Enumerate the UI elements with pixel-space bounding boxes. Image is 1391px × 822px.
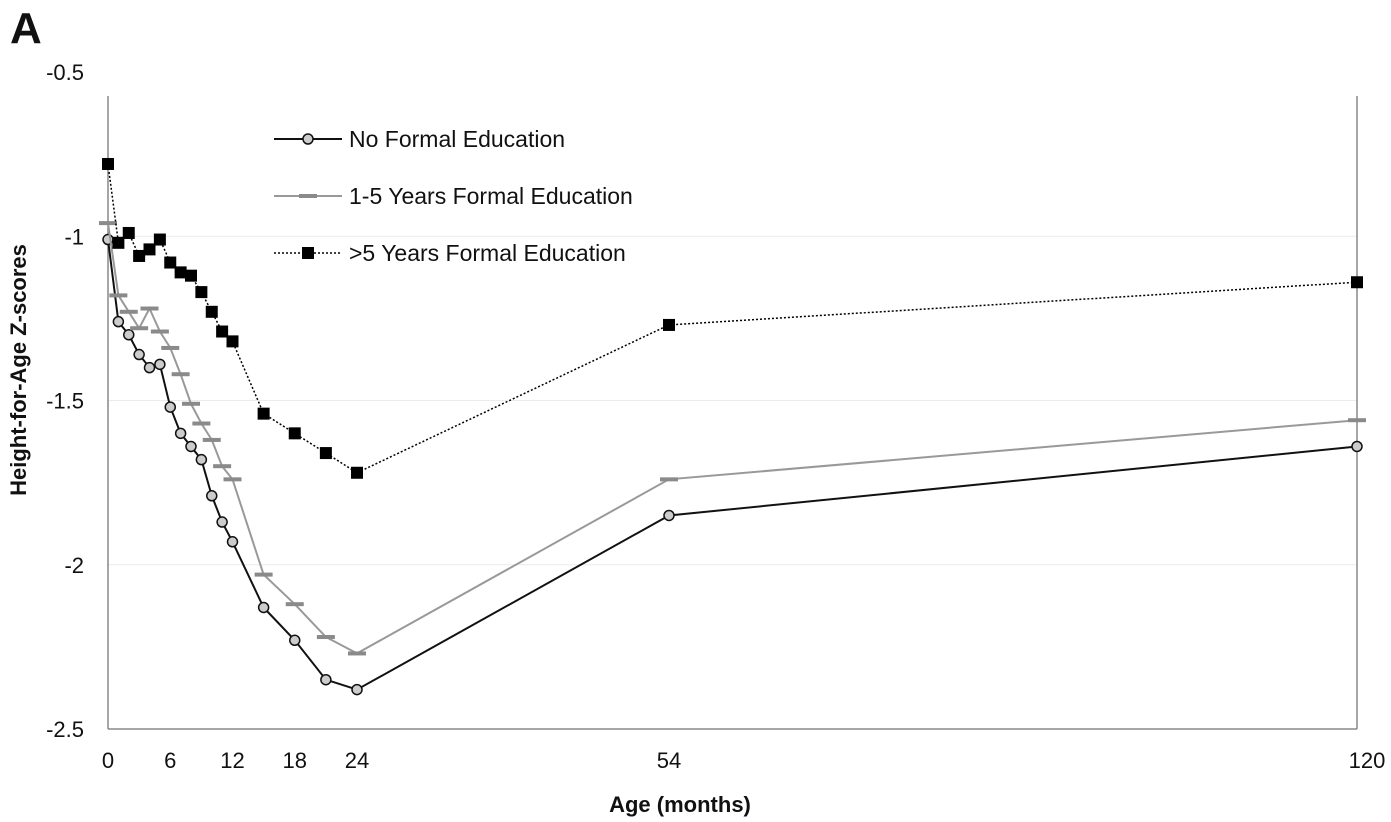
data-point <box>112 315 125 328</box>
data-point <box>123 329 135 341</box>
data-point <box>161 345 180 350</box>
data-point <box>153 233 166 246</box>
data-point <box>102 157 114 170</box>
data-point <box>185 269 197 282</box>
x-tick-label: 24 <box>345 748 369 773</box>
x-tick-label: 6 <box>164 748 176 773</box>
y-tick-label: -2 <box>64 553 84 578</box>
x-tick-label: 12 <box>220 748 244 773</box>
data-point <box>285 602 304 607</box>
panel-label: A <box>10 4 42 53</box>
series-layer <box>99 157 1366 696</box>
series-2 <box>99 221 1366 656</box>
x-tick-label: 120 <box>1349 748 1386 773</box>
data-point <box>223 477 242 482</box>
x-axis-title: Age (months) <box>609 792 751 817</box>
data-point <box>174 427 187 440</box>
data-point <box>663 318 675 331</box>
data-point <box>1351 440 1363 453</box>
data-point <box>133 348 145 361</box>
data-point <box>1351 276 1363 289</box>
data-point <box>316 635 335 640</box>
data-point <box>171 372 190 377</box>
legend-label: >5 Years Formal Education <box>349 240 626 266</box>
series-line <box>107 163 1358 474</box>
legend-item: No Formal Education <box>274 126 565 152</box>
data-point <box>112 236 125 249</box>
data-point <box>319 447 332 460</box>
axes <box>107 96 1358 730</box>
y-axis-title: Height-for-Age Z-scores <box>6 244 31 496</box>
legend-item: 1-5 Years Formal Education <box>274 183 633 209</box>
data-point <box>133 249 146 262</box>
y-tick-label: -0.5 <box>46 60 84 85</box>
data-point <box>226 335 239 348</box>
data-point <box>254 572 273 577</box>
y-tick-labels: -0.5 -1 -1.5 -2 -2.5 <box>46 60 84 742</box>
data-point <box>140 306 159 311</box>
data-point <box>348 651 366 656</box>
series-line <box>107 239 1358 691</box>
x-tick-label: 54 <box>657 748 681 773</box>
data-point <box>213 464 232 469</box>
data-point <box>302 133 314 145</box>
data-point <box>663 509 675 522</box>
data-point <box>195 286 208 299</box>
data-point <box>174 266 187 279</box>
legend: No Formal Education 1-5 Years Formal Educ… <box>274 126 633 266</box>
series-3 <box>102 157 1363 479</box>
data-point <box>150 329 169 334</box>
data-point <box>119 309 138 314</box>
data-point <box>660 477 678 482</box>
x-tick-labels: 0 6 12 18 24 54 120 <box>102 748 1385 773</box>
data-point <box>192 421 211 426</box>
data-point <box>202 437 221 442</box>
data-point <box>351 466 363 479</box>
x-tick-label: 0 <box>102 748 114 773</box>
gridlines <box>108 235 1357 566</box>
x-tick-label: 18 <box>283 748 307 773</box>
data-point <box>143 243 156 256</box>
data-point <box>130 326 149 331</box>
data-point <box>1348 418 1366 423</box>
data-point <box>302 247 314 259</box>
y-tick-label: -1 <box>64 224 84 249</box>
y-tick-label: -1.5 <box>46 389 84 414</box>
data-point <box>154 358 166 371</box>
data-point <box>109 293 128 298</box>
data-point <box>195 453 208 466</box>
data-point <box>216 516 228 528</box>
data-point <box>257 601 270 614</box>
data-point <box>226 536 239 548</box>
data-point <box>205 305 218 318</box>
data-point <box>143 361 156 374</box>
legend-item: >5 Years Formal Education <box>274 240 626 266</box>
data-point <box>99 221 117 226</box>
data-point <box>164 256 177 269</box>
data-point <box>257 407 270 420</box>
data-point <box>185 440 197 453</box>
data-point <box>182 401 200 406</box>
data-point <box>216 325 229 338</box>
legend-label: 1-5 Years Formal Education <box>349 183 633 209</box>
data-point <box>288 427 301 440</box>
y-tick-label: -2.5 <box>46 717 84 742</box>
legend-label: No Formal Education <box>349 126 565 152</box>
data-point <box>164 401 176 413</box>
data-point <box>206 490 218 502</box>
data-point <box>320 673 332 686</box>
data-point <box>351 683 363 696</box>
data-point <box>299 194 317 198</box>
data-point <box>289 634 301 647</box>
series-1 <box>102 233 1363 696</box>
data-point <box>122 226 135 239</box>
